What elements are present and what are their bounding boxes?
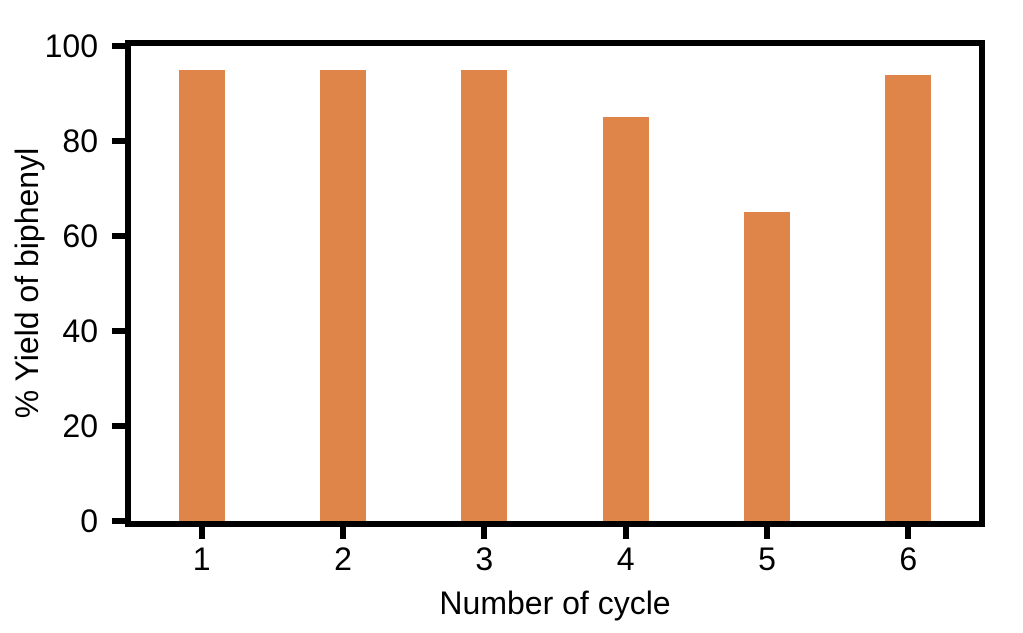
x-tick-mark-5 (764, 527, 770, 539)
bar-cycle-3 (461, 69, 508, 521)
y-tick-label-0: 0 (80, 503, 98, 539)
x-tick-mark-3 (481, 527, 488, 539)
x-tick-mark-2 (340, 527, 346, 539)
bar-cycle-5 (744, 212, 790, 521)
bar-cycle-1 (178, 69, 225, 521)
y-tick-label-100: 100 (44, 28, 98, 64)
x-tick-mark-1 (198, 527, 205, 539)
y-tick-label-20: 20 (62, 408, 98, 444)
plot-area (125, 40, 985, 527)
y-tick-mark-100 (112, 43, 125, 49)
y-tick-label-80: 80 (62, 123, 98, 159)
x-tick-label-3: 3 (475, 541, 494, 577)
x-axis-title: Number of cycle (439, 585, 671, 621)
x-tick-mark-4 (622, 527, 629, 539)
y-tick-label-40: 40 (62, 313, 98, 349)
bar-cycle-4 (602, 117, 649, 521)
y-tick-mark-0 (112, 518, 125, 524)
y-tick-mark-40 (112, 328, 125, 334)
y-tick-mark-80 (112, 138, 125, 144)
y-tick-label-60: 60 (62, 218, 98, 254)
y-tick-mark-60 (112, 233, 125, 239)
x-tick-mark-6 (905, 527, 912, 539)
y-axis-ticks: 0 20 40 60 80 100 (0, 30, 125, 537)
x-tick-label-4: 4 (616, 541, 635, 577)
x-tick-label-5: 5 (758, 541, 776, 577)
x-tick-label-2: 2 (334, 541, 352, 577)
x-tick-label-1: 1 (192, 541, 211, 577)
x-tick-label-6: 6 (899, 541, 918, 577)
y-tick-mark-20 (112, 423, 125, 429)
x-axis-ticks: 1 2 3 4 5 6 (131, 527, 979, 597)
bar-cycle-2 (320, 69, 366, 521)
bar-cycle-6 (885, 74, 932, 521)
